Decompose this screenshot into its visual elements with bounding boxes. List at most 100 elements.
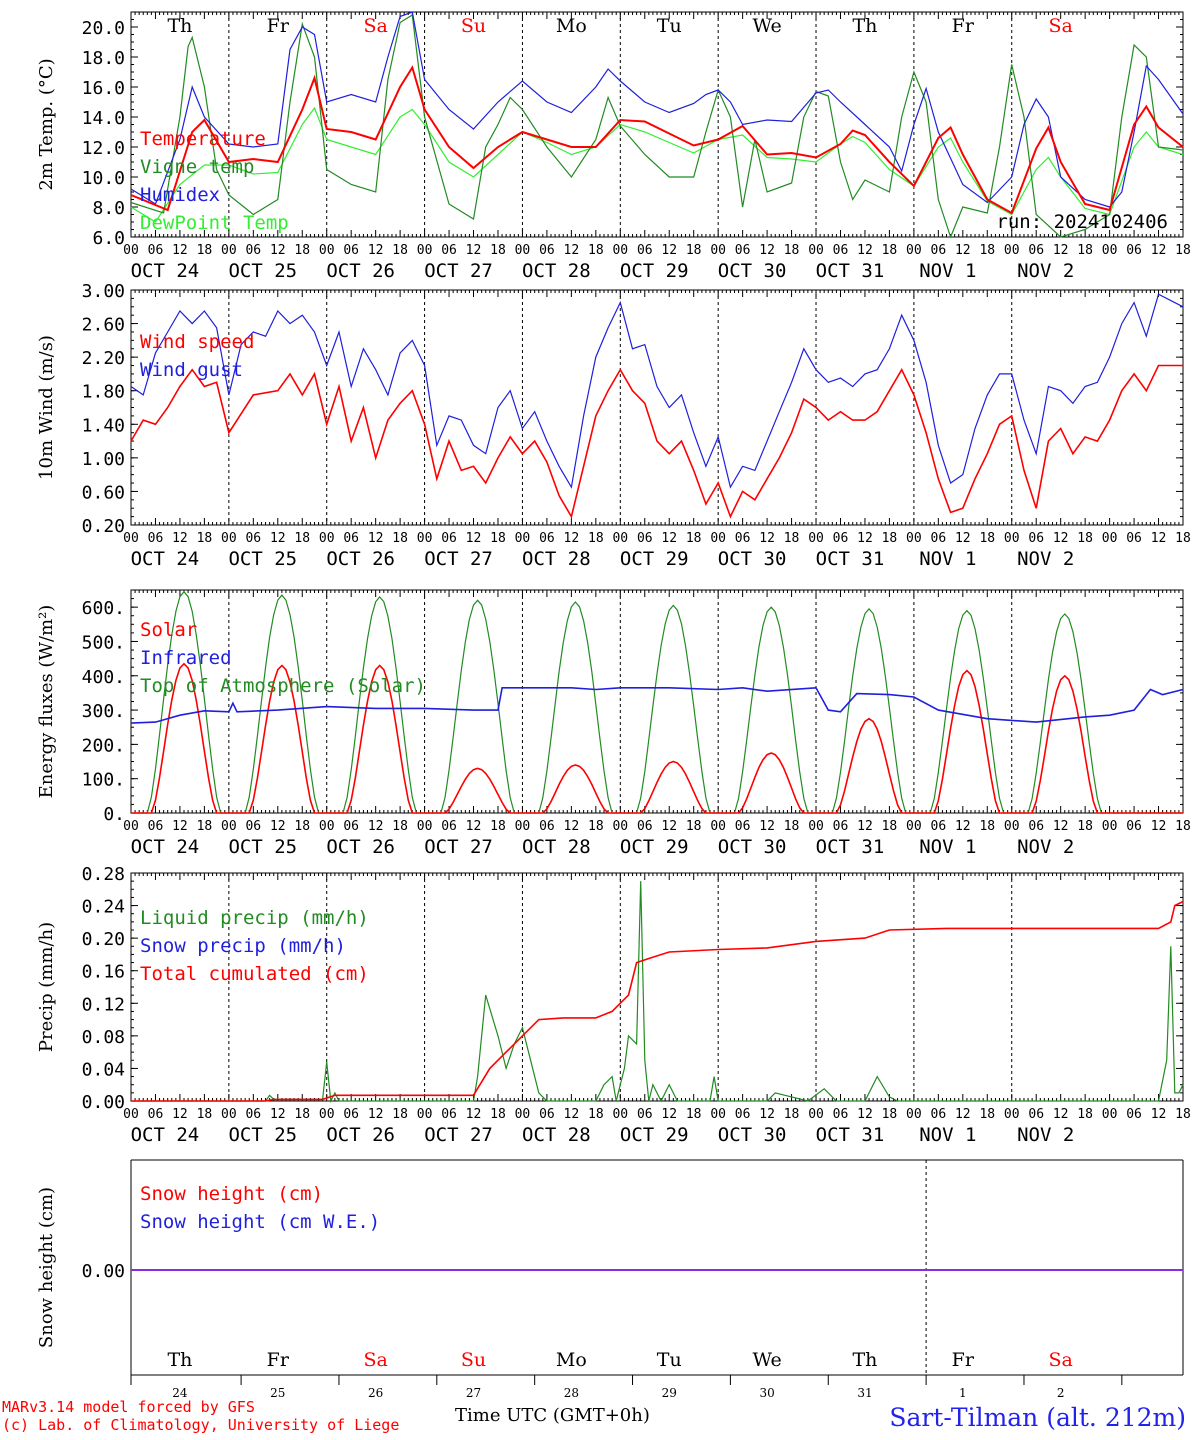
series-line-vigne-temp [130, 13, 1184, 239]
y-tick-label: 500. [82, 632, 125, 653]
x-hour-label: 06 [931, 819, 947, 834]
x-date-label: OCT 24 [131, 836, 200, 858]
day-name-label: Su [461, 1349, 486, 1371]
x-date-label: OCT 24 [131, 260, 200, 282]
x-hour-label: 18 [979, 1107, 995, 1122]
y-tick-label: 14.0 [82, 108, 125, 129]
x-hour-label: 00 [1004, 243, 1020, 258]
series-line-total-cumulated [131, 900, 1184, 1102]
day-number-label: 26 [368, 1386, 383, 1400]
x-date-label: OCT 26 [326, 548, 395, 570]
x-hour-label: 18 [882, 243, 898, 258]
y-tick-label: 0.20 [82, 516, 125, 537]
x-date-label: OCT 31 [816, 260, 885, 282]
x-date-label: OCT 29 [620, 260, 689, 282]
y-tick-label: 200. [82, 735, 125, 756]
x-hour-label: 06 [1126, 531, 1142, 546]
panel-frame [130, 589, 1184, 814]
legend-entry: Wind speed [140, 331, 254, 353]
x-hour-label: 18 [490, 531, 506, 546]
x-date-label: OCT 25 [228, 836, 297, 858]
day-name-label: Su [461, 15, 486, 37]
x-hour-label: 00 [1102, 531, 1118, 546]
legend-entry: Temperature [140, 128, 266, 150]
day-name-label: Sa [1049, 15, 1073, 37]
x-hour-label: 00 [123, 531, 139, 546]
series-line-temperature [130, 65, 1184, 215]
x-hour-label: 06 [637, 819, 653, 834]
x-hour-label: 12 [1053, 1107, 1069, 1122]
footer-credits: MARv3.14 model forced by GFS (c) Lab. of… [2, 1398, 399, 1434]
x-hour-label: 12 [564, 819, 580, 834]
x-hour-label: 18 [1175, 1107, 1191, 1122]
x-hour-label: 12 [857, 1107, 873, 1122]
x-date-label: OCT 29 [620, 548, 689, 570]
day-name-label: Sa [1049, 1349, 1073, 1371]
x-date-label: OCT 26 [326, 260, 395, 282]
x-hour-label: 00 [612, 819, 628, 834]
x-hour-label: 00 [710, 243, 726, 258]
x-date-label: OCT 25 [228, 260, 297, 282]
x-hour-label: 00 [612, 531, 628, 546]
x-hour-label: 06 [245, 1107, 261, 1122]
x-hour-label: 18 [490, 819, 506, 834]
y-tick-label: 2.20 [82, 348, 125, 369]
day-number-label: 27 [466, 1386, 481, 1400]
x-hour-label: 06 [1126, 243, 1142, 258]
x-hour-label: 18 [490, 1107, 506, 1122]
y-tick-label: 0.00 [82, 1092, 125, 1113]
x-hour-label: 12 [1151, 819, 1167, 834]
y-tick-label: 0.16 [82, 962, 125, 983]
day-name-label: Mo [556, 1349, 587, 1371]
x-hour-label: 12 [368, 531, 384, 546]
x-hour-label: 18 [686, 1107, 702, 1122]
x-hour-label: 06 [539, 819, 555, 834]
x-hour-label: 12 [368, 819, 384, 834]
x-hour-label: 18 [686, 243, 702, 258]
x-hour-label: 06 [833, 819, 849, 834]
x-hour-label: 18 [979, 243, 995, 258]
x-hour-label: 06 [148, 1107, 164, 1122]
x-hour-label: 18 [1077, 531, 1093, 546]
y-tick-label: 0. [103, 804, 125, 825]
x-date-label: OCT 25 [228, 1124, 297, 1146]
x-hour-label: 06 [343, 243, 359, 258]
series-line-humidex [130, 11, 1184, 208]
x-hour-label: 18 [294, 819, 310, 834]
x-hour-label: 00 [123, 243, 139, 258]
x-hour-label: 12 [172, 819, 188, 834]
x-hour-label: 18 [294, 531, 310, 546]
x-date-label: NOV 1 [919, 260, 976, 282]
x-hour-label: 18 [1077, 243, 1093, 258]
x-hour-label: 18 [588, 819, 604, 834]
x-hour-label: 06 [735, 1107, 751, 1122]
x-date-label: OCT 29 [620, 836, 689, 858]
x-date-label: OCT 28 [522, 1124, 591, 1146]
x-hour-label: 06 [637, 531, 653, 546]
y-tick-label: 1.00 [82, 449, 125, 470]
x-hour-label: 00 [906, 1107, 922, 1122]
day-name-label: Tu [657, 1349, 682, 1371]
x-hour-label: 00 [808, 531, 824, 546]
x-date-label: OCT 27 [424, 836, 493, 858]
x-hour-label: 06 [833, 243, 849, 258]
x-hour-label: 12 [955, 819, 971, 834]
day-name-label: Sa [363, 15, 387, 37]
x-hour-label: 00 [319, 531, 335, 546]
x-date-label: OCT 30 [718, 1124, 787, 1146]
legend-entry: Humidex [140, 184, 220, 206]
x-hour-label: 06 [343, 531, 359, 546]
x-hour-label: 18 [882, 1107, 898, 1122]
x-date-label: OCT 31 [816, 1124, 885, 1146]
y-tick-label: 0.60 [82, 482, 125, 503]
x-hour-label: 12 [466, 243, 482, 258]
day-name-label: Sa [363, 1349, 387, 1371]
x-hour-label: 18 [784, 1107, 800, 1122]
x-hour-label: 00 [221, 1107, 237, 1122]
x-hour-label: 06 [637, 1107, 653, 1122]
x-hour-label: 00 [417, 819, 433, 834]
x-hour-label: 12 [466, 819, 482, 834]
y-tick-label: 16.0 [82, 78, 125, 99]
day-number-label: 30 [759, 1386, 774, 1400]
series-line-solar [131, 662, 1183, 814]
